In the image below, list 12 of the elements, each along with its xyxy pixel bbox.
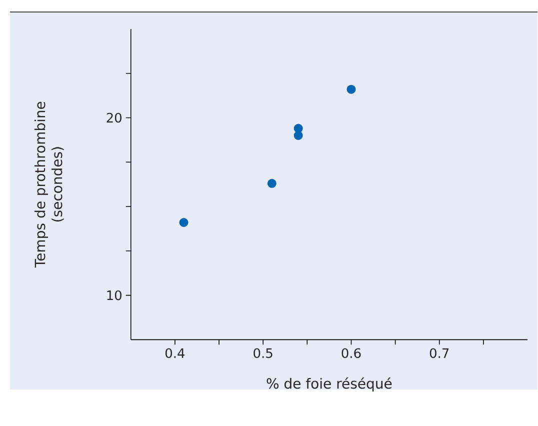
y-tick-label: 10 [107, 290, 122, 300]
point [294, 131, 303, 140]
x-tick-label: 0.5 [254, 348, 272, 358]
x-tick-label: 0.6 [342, 348, 361, 358]
x-axis-title: % de foie réséqué [266, 378, 392, 392]
y-tick-label: 20 [106, 113, 122, 123]
x-tick-label: 0.7 [430, 348, 449, 358]
x-tick-label: 0.4 [165, 348, 185, 358]
point [179, 218, 188, 228]
point [346, 85, 356, 94]
y-axis-title: Temps de prothrombine (secondes) [34, 102, 64, 268]
point [267, 179, 276, 188]
